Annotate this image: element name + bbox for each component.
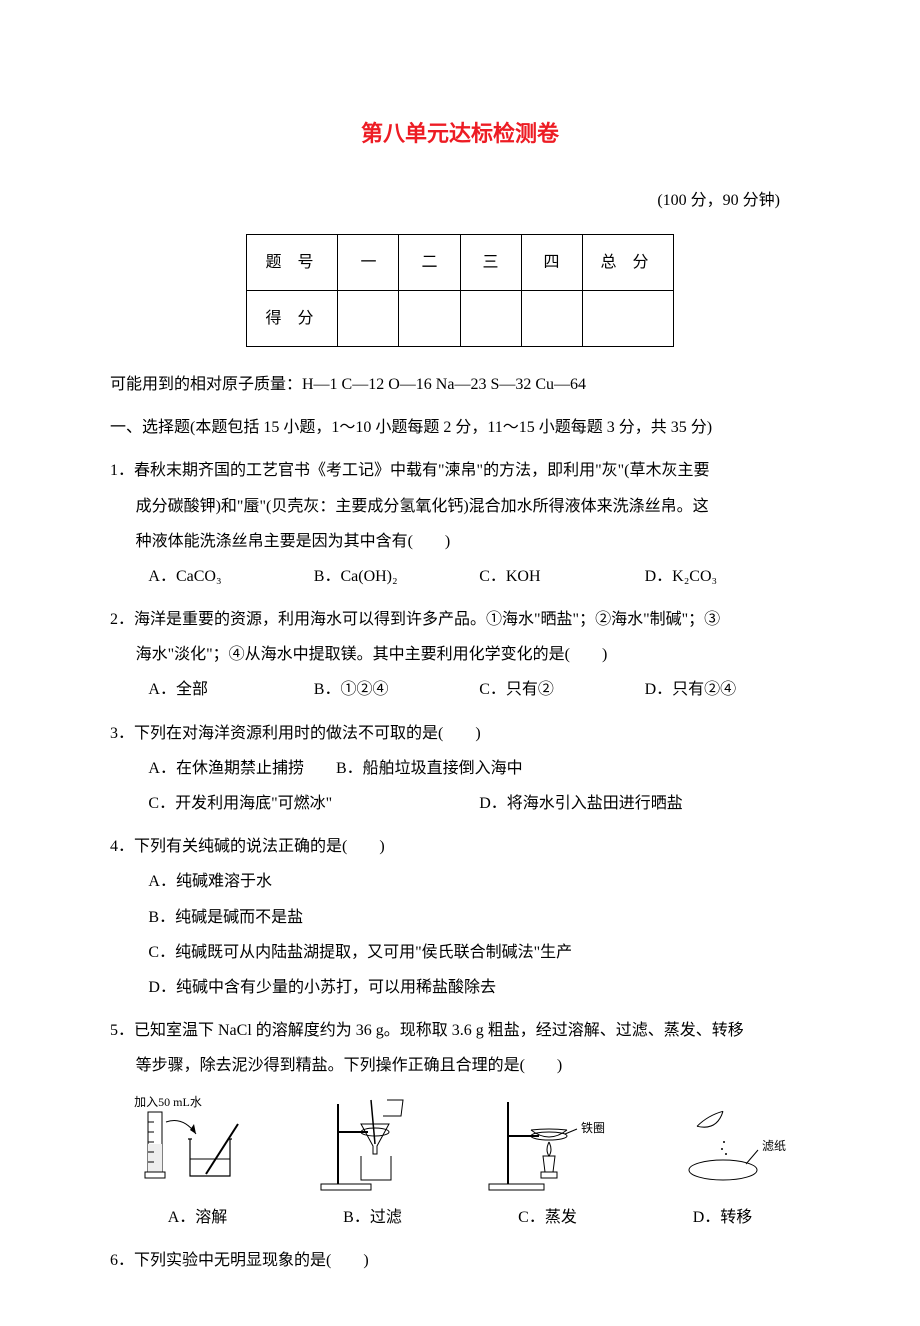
q1-stem-line1: 1．春秋末期齐国的工艺官书《考工记》中载有"湅帛"的方法，即利用"灰"(草木灰主… (110, 453, 810, 488)
q5-label-c: C．蒸发 (460, 1200, 635, 1235)
ring-label: 铁圈 (581, 1121, 605, 1135)
question-5: 5．已知室温下 NaCl 的溶解度约为 36 g。现称取 3.6 g 粗盐，经过… (110, 1013, 810, 1235)
q5-label-a: A．溶解 (110, 1200, 285, 1235)
td-blank (582, 290, 673, 346)
exam-title: 第八单元达标检测卷 (110, 110, 810, 158)
q3-stem: 3．下列在对海洋资源利用时的做法不可取的是( ) (110, 716, 810, 751)
q5-label-d: D．转移 (635, 1200, 810, 1235)
q2-opt-b: B．①②④ (314, 672, 479, 707)
section-1-header: 一、选择题(本题包括 15 小题，1～10 小题每题 2 分，11～15 小题每… (110, 410, 810, 445)
diagram-transfer: 滤纸 (658, 1094, 788, 1194)
td-blank (338, 290, 399, 346)
th-col: 二 (399, 234, 460, 290)
score-table: 题 号 一 二 三 四 总 分 得 分 (246, 234, 673, 347)
q5-stem-line2: 等步骤，除去泥沙得到精盐。下列操作正确且合理的是( ) (110, 1048, 810, 1083)
th-col: 一 (338, 234, 399, 290)
q1-opt-d: D．K₂CO₃ (645, 559, 810, 594)
q1-opt-b: B．Ca(OH)₂ (314, 559, 479, 594)
q2-opt-a: A．全部 (148, 672, 313, 707)
diagram-dissolve: 加入50 mL水 (128, 1094, 268, 1194)
q4-opt-b: B．纯碱是碱而不是盐 (110, 900, 810, 935)
q4-opt-c: C．纯碱既可从内陆盐湖提取，又可用"侯氏联合制碱法"生产 (110, 935, 810, 970)
q5-figures: 加入50 mL水 A．溶解 (110, 1084, 810, 1235)
diagram-filter (313, 1094, 433, 1194)
q2-stem-line2: 海水"淡化"；④从海水中提取镁。其中主要利用化学变化的是( ) (110, 637, 810, 672)
question-3: 3．下列在对海洋资源利用时的做法不可取的是( ) A．在休渔期禁止捕捞 B．船舶… (110, 716, 810, 822)
th-total: 总 分 (582, 234, 673, 290)
q3-opts-line1: A．在休渔期禁止捕捞 B．船舶垃圾直接倒入海中 (110, 751, 810, 786)
q2-stem-line1: 2．海洋是重要的资源，利用海水可以得到许多产品。①海水"晒盐"；②海水"制碱"；… (110, 602, 810, 637)
question-4: 4．下列有关纯碱的说法正确的是( ) A．纯碱难溶于水 B．纯碱是碱而不是盐 C… (110, 829, 810, 1005)
table-score-row: 得 分 (247, 290, 673, 346)
q1-options: A．CaCO₃ B．Ca(OH)₂ C．KOH D．K₂CO₃ (110, 559, 810, 594)
th-col: 三 (460, 234, 521, 290)
q4-opt-a: A．纯碱难溶于水 (110, 864, 810, 899)
question-1: 1．春秋末期齐国的工艺官书《考工记》中载有"湅帛"的方法，即利用"灰"(草木灰主… (110, 453, 810, 594)
th-label: 题 号 (247, 234, 338, 290)
q1-stem-line3: 种液体能洗涤丝帛主要是因为其中含有( ) (110, 524, 810, 559)
question-6: 6．下列实验中无明显现象的是( ) (110, 1243, 810, 1278)
q1-opt-c: C．KOH (479, 559, 644, 594)
td-blank (521, 290, 582, 346)
q5-stem-line1: 5．已知室温下 NaCl 的溶解度约为 36 g。现称取 3.6 g 粗盐，经过… (110, 1013, 810, 1048)
q3-opt-c: C．开发利用海底"可燃冰" (148, 786, 479, 821)
filter-paper-label: 滤纸 (762, 1139, 786, 1153)
q3-opt-b: B．船舶垃圾直接倒入海中 (336, 760, 523, 777)
table-header-row: 题 号 一 二 三 四 总 分 (247, 234, 673, 290)
td-label: 得 分 (247, 290, 338, 346)
td-blank (460, 290, 521, 346)
q6-stem: 6．下列实验中无明显现象的是( ) (110, 1243, 810, 1278)
q5-fig-d: 滤纸 D．转移 (635, 1094, 810, 1235)
water-label: 加入50 mL水 (134, 1095, 202, 1109)
q3-opt-d: D．将海水引入盐田进行晒盐 (479, 786, 810, 821)
q4-opt-d: D．纯碱中含有少量的小苏打，可以用稀盐酸除去 (110, 970, 810, 1005)
q2-options: A．全部 B．①②④ C．只有② D．只有②④ (110, 672, 810, 707)
q5-label-b: B．过滤 (285, 1200, 460, 1235)
q5-fig-b: B．过滤 (285, 1094, 460, 1235)
q1-stem-line2: 成分碳酸钾)和"蜃"(贝壳灰：主要成分氢氧化钙)混合加水所得液体来洗涤丝帛。这 (110, 489, 810, 524)
q3-opt-a: A．在休渔期禁止捕捞 (148, 760, 304, 777)
q2-opt-d: D．只有②④ (645, 672, 810, 707)
diagram-evaporate: 铁圈 (483, 1094, 613, 1194)
q5-fig-a: 加入50 mL水 A．溶解 (110, 1094, 285, 1235)
q5-fig-c: 铁圈 C．蒸发 (460, 1094, 635, 1235)
q2-opt-c: C．只有② (479, 672, 644, 707)
q4-stem: 4．下列有关纯碱的说法正确的是( ) (110, 829, 810, 864)
exam-subtitle: (100 分，90 分钟) (110, 183, 810, 218)
q3-opts-line2: C．开发利用海底"可燃冰" D．将海水引入盐田进行晒盐 (110, 786, 810, 821)
atomic-mass-info: 可能用到的相对原子质量：H—1 C—12 O—16 Na—23 S—32 Cu—… (110, 367, 810, 402)
td-blank (399, 290, 460, 346)
question-2: 2．海洋是重要的资源，利用海水可以得到许多产品。①海水"晒盐"；②海水"制碱"；… (110, 602, 810, 708)
th-col: 四 (521, 234, 582, 290)
q1-opt-a: A．CaCO₃ (148, 559, 313, 594)
